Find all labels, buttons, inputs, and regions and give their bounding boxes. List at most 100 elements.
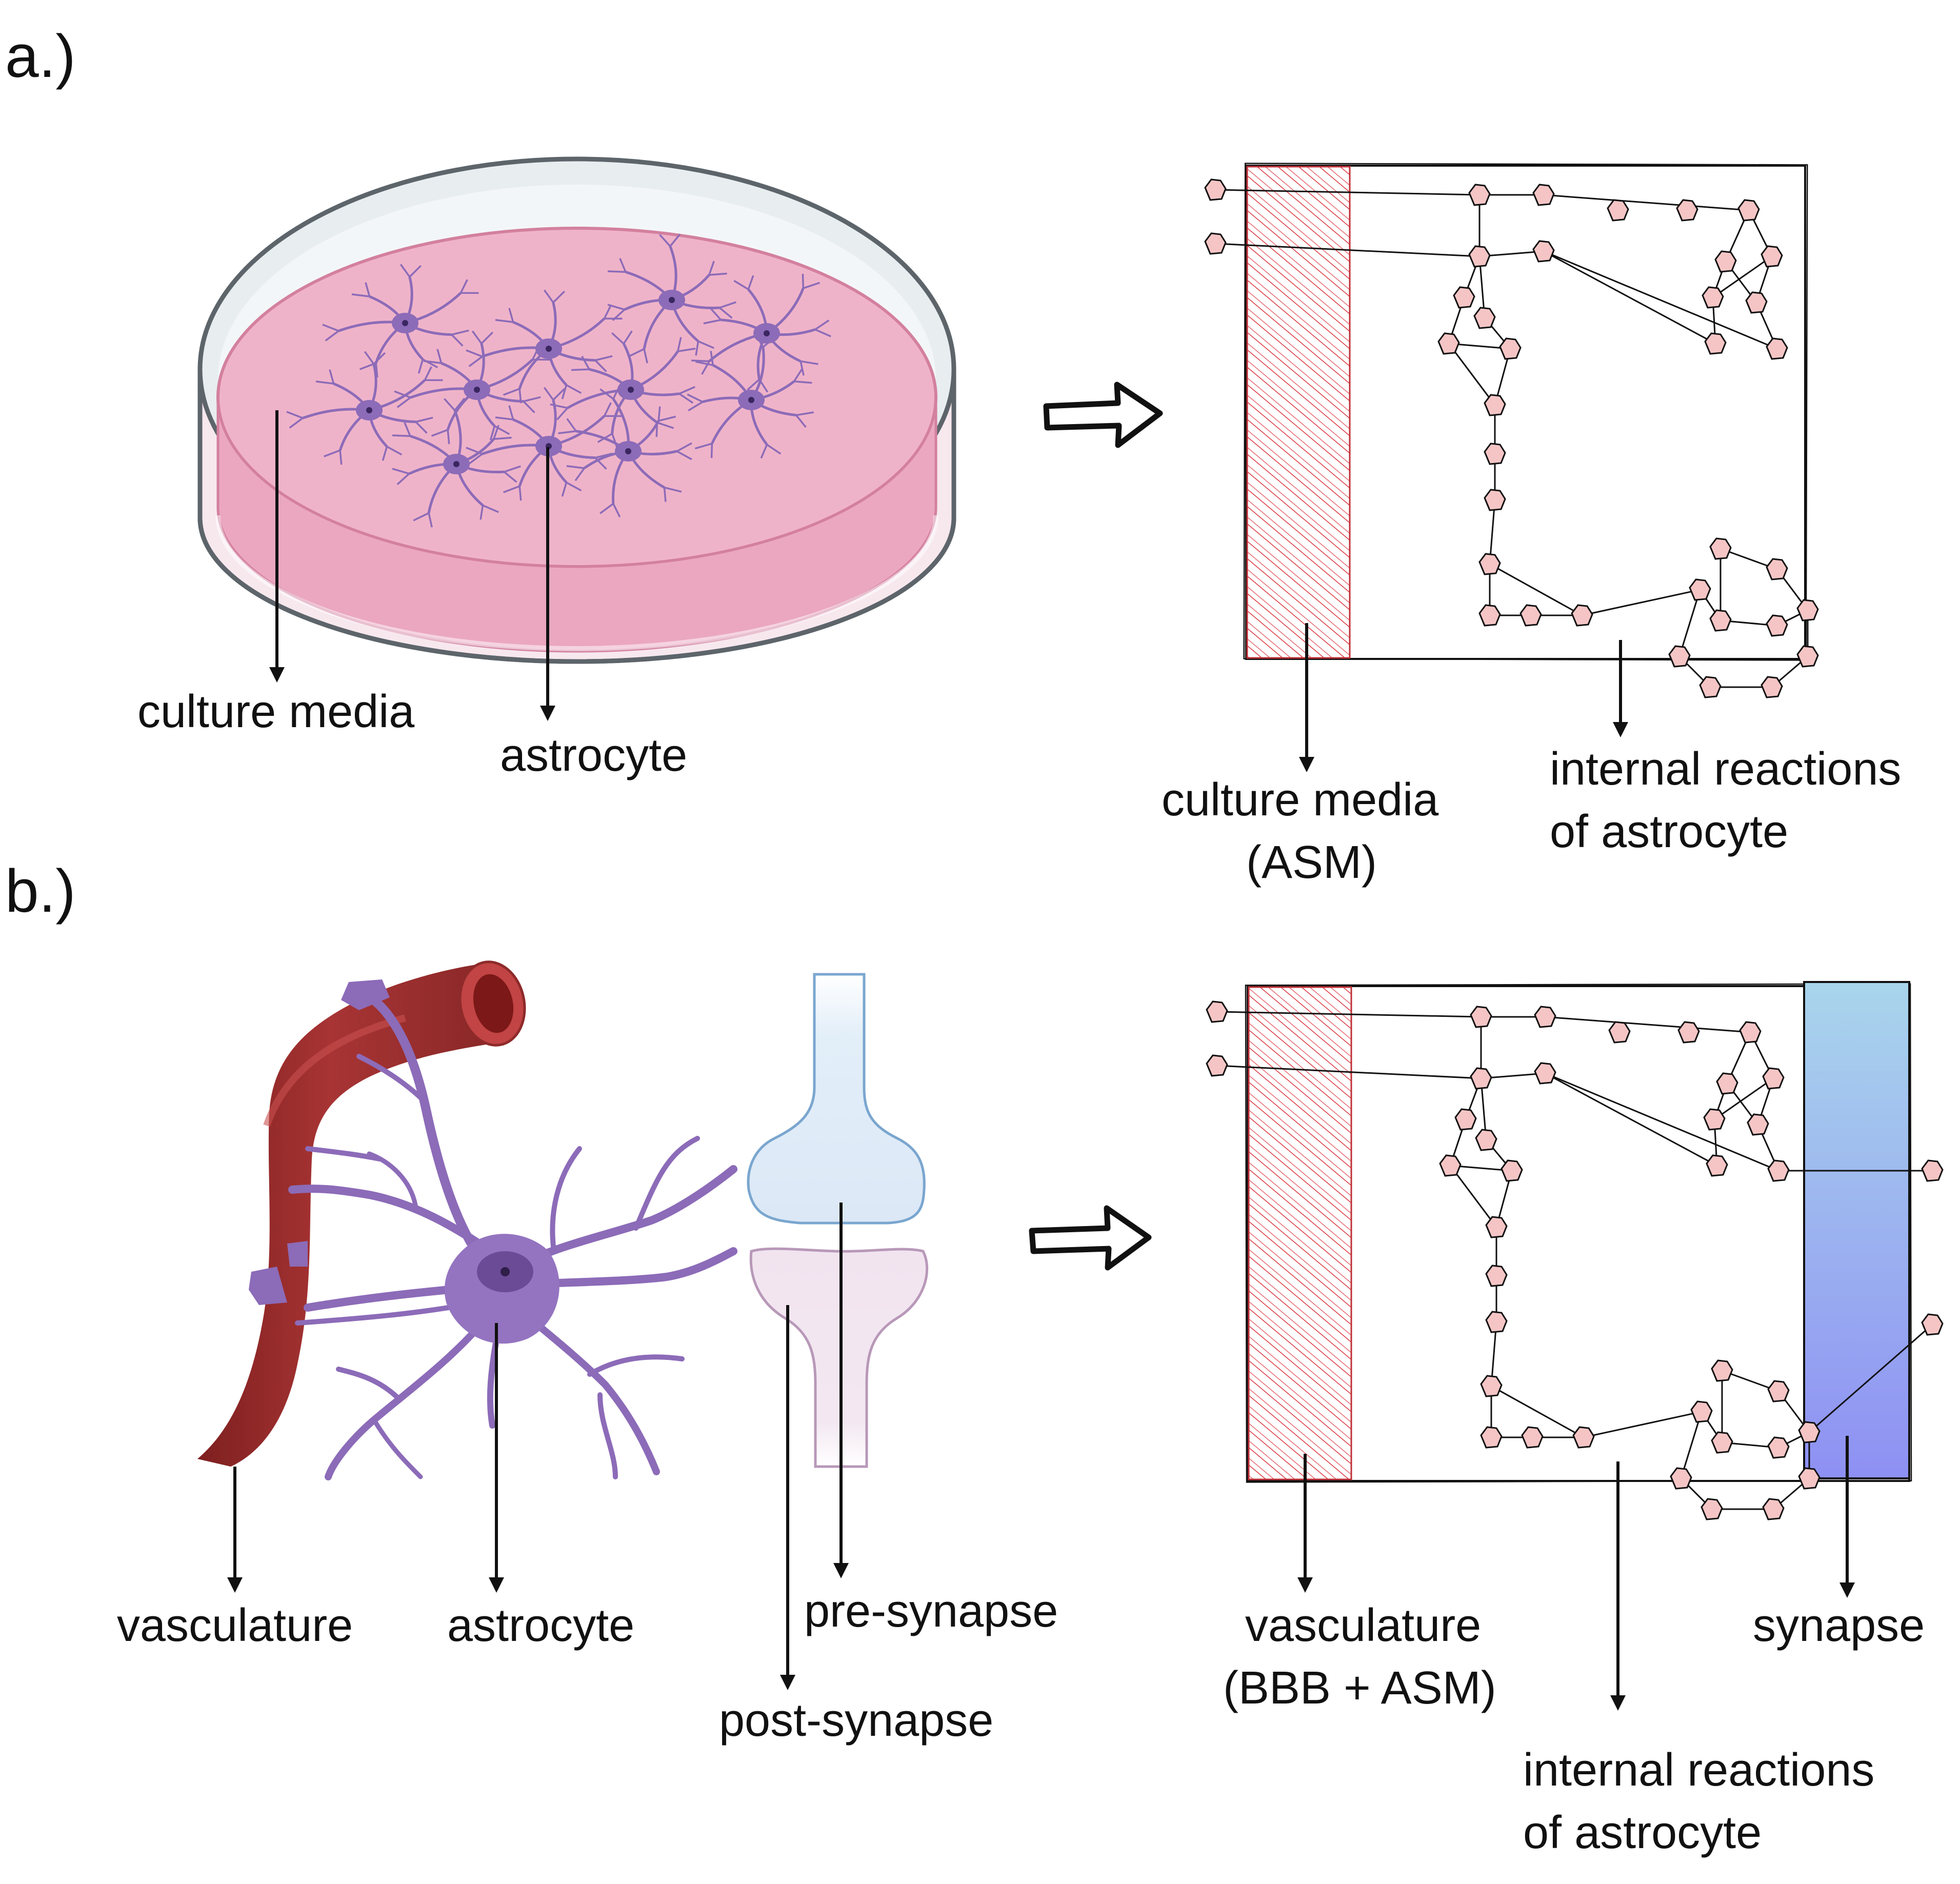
model-b-internal-label-2: of astrocyte — [1523, 1807, 1762, 1858]
dish-astrocyte — [286, 351, 443, 465]
metabolite-node-icon — [1608, 1021, 1631, 1044]
model-b-vasculature-label-1: vasculature — [1245, 1600, 1481, 1651]
dish-astrocytes — [286, 233, 831, 528]
metabolite-node-icon — [1766, 337, 1788, 360]
metabolite-node-icon — [1677, 1021, 1700, 1044]
metabolite-node-icon — [1711, 1359, 1733, 1382]
model-box-a — [1243, 163, 1808, 661]
model-a-media-label-2: (ASM) — [1246, 837, 1377, 888]
metabolite-node-icon — [1796, 599, 1819, 622]
model-b-synapse-label: synapse — [1753, 1600, 1925, 1651]
metabolite-node-icon — [1521, 1426, 1544, 1449]
metabolite-node-icon — [1670, 1467, 1692, 1490]
model-b-internal-label-1: internal reactions — [1523, 1745, 1874, 1796]
model-a-internal-label-1: internal reactions — [1550, 744, 1901, 795]
metabolite-node-icon — [1767, 1436, 1790, 1459]
blood-vessel — [197, 960, 526, 1467]
metabolite-node-icon — [1437, 332, 1460, 355]
metabolite-node-icon — [1453, 286, 1475, 309]
metabolite-node-icon — [1668, 645, 1691, 668]
dish-astrocyte — [394, 330, 551, 445]
reaction-network-b — [1206, 1000, 1944, 1520]
metabolite-node-icon — [1921, 1159, 1944, 1182]
metabolite-node-icon — [1798, 1467, 1821, 1490]
model-box-b — [1245, 981, 1912, 1483]
metabolite-node-icon — [1473, 307, 1496, 329]
metabolite-node-icon — [1762, 1067, 1785, 1090]
culture-media-label: culture media — [137, 686, 415, 737]
metabolite-node-icon — [1534, 1062, 1556, 1085]
metabolite-node-icon — [1485, 1265, 1508, 1287]
metabolite-node-icon — [1204, 232, 1227, 255]
dish-astrocyte — [466, 289, 623, 404]
metabolite-node-icon — [1714, 250, 1737, 273]
metabolite-node-icon — [1737, 199, 1760, 222]
pre-synapse-label: pre-synapse — [804, 1586, 1058, 1637]
metabolite-node-icon — [1706, 1154, 1728, 1177]
metabolite-node-icon — [1689, 578, 1711, 601]
astrocyte-endfoot-1 — [341, 979, 390, 1010]
metabolite-node-icon — [1796, 645, 1819, 668]
vasculature-hatch — [1248, 986, 1352, 1480]
metabolite-node-icon — [1704, 332, 1727, 355]
metabolite-node-icon — [1204, 178, 1227, 201]
metabolite-node-icon — [1484, 489, 1506, 511]
metabolite-node-icon — [1709, 609, 1732, 632]
metabolite-node-icon — [1761, 245, 1783, 268]
model-b-vasculature-label-2: (BBB + ASM) — [1223, 1662, 1496, 1714]
metabolite-node-icon — [1702, 286, 1724, 309]
synapse-compartment — [1803, 981, 1910, 1479]
metabolite-node-icon — [1745, 291, 1768, 314]
astrocyte-endfoot-3 — [249, 1267, 287, 1305]
metabolite-node-icon — [1798, 1421, 1821, 1444]
hollow-arrow-icon — [1043, 382, 1163, 448]
pre-synapse-terminal — [747, 973, 926, 1225]
metabolite-node-icon — [1921, 1313, 1944, 1336]
dish-astrocyte — [558, 385, 692, 517]
metabolite-node-icon — [1676, 199, 1698, 222]
metabolite-node-icon — [1766, 558, 1788, 580]
metabolite-node-icon — [1484, 443, 1506, 465]
metabolite-node-icon — [1454, 1108, 1477, 1131]
dish-astrocyte — [691, 274, 831, 393]
metabolite-node-icon — [1470, 1006, 1492, 1028]
post-synapse-terminal — [749, 1247, 929, 1468]
culture-media-hatch — [1246, 166, 1351, 659]
metabolite-node-icon — [1699, 676, 1722, 698]
metabolite-node-icon — [1532, 240, 1555, 263]
metabolite-node-icon — [1690, 1400, 1713, 1423]
dish-astrocyte — [392, 397, 521, 528]
astrocyte-endfoot-2 — [287, 1241, 308, 1267]
bio-astrocyte-label: astrocyte — [447, 1600, 634, 1651]
hollow-arrow-icon-b — [1029, 1205, 1152, 1271]
panel-b-letter: b.) — [5, 857, 76, 925]
metabolite-node-icon — [1767, 1380, 1790, 1402]
metabolite-node-icon — [1709, 537, 1732, 560]
metabolite-node-icon — [1739, 1021, 1762, 1044]
metabolite-node-icon — [1478, 604, 1501, 627]
metabolite-node-icon — [1470, 1067, 1492, 1090]
metabolite-node-icon — [1478, 553, 1501, 575]
metabolite-node-icon — [1485, 1311, 1508, 1333]
metabolite-node-icon — [1485, 1216, 1508, 1238]
metabolite-node-icon — [1747, 1113, 1769, 1136]
metabolite-node-icon — [1766, 614, 1788, 637]
metabolite-node-icon — [1607, 199, 1629, 222]
metabolite-node-icon — [1767, 1159, 1790, 1182]
dish-astrocyte — [466, 387, 623, 501]
metabolite-node-icon — [1206, 1054, 1228, 1077]
metabolite-node-icon — [1439, 1154, 1462, 1177]
metabolite-node-icon — [1468, 245, 1491, 268]
metabolite-node-icon — [1716, 1072, 1738, 1095]
metabolite-node-icon — [1480, 1426, 1503, 1449]
metabolite-node-icon — [1703, 1108, 1726, 1131]
metabolite-node-icon — [1519, 604, 1542, 627]
metabolite-node-icon — [1475, 1129, 1497, 1151]
metabolite-node-icon — [1572, 1426, 1595, 1449]
metabolite-node-icon — [1761, 676, 1783, 698]
metabolite-node-icon — [1499, 337, 1522, 360]
model-a-internal-label-2: of astrocyte — [1550, 806, 1788, 857]
astrocyte-label: astrocyte — [500, 730, 687, 781]
post-synapse-label: post-synapse — [719, 1695, 993, 1746]
